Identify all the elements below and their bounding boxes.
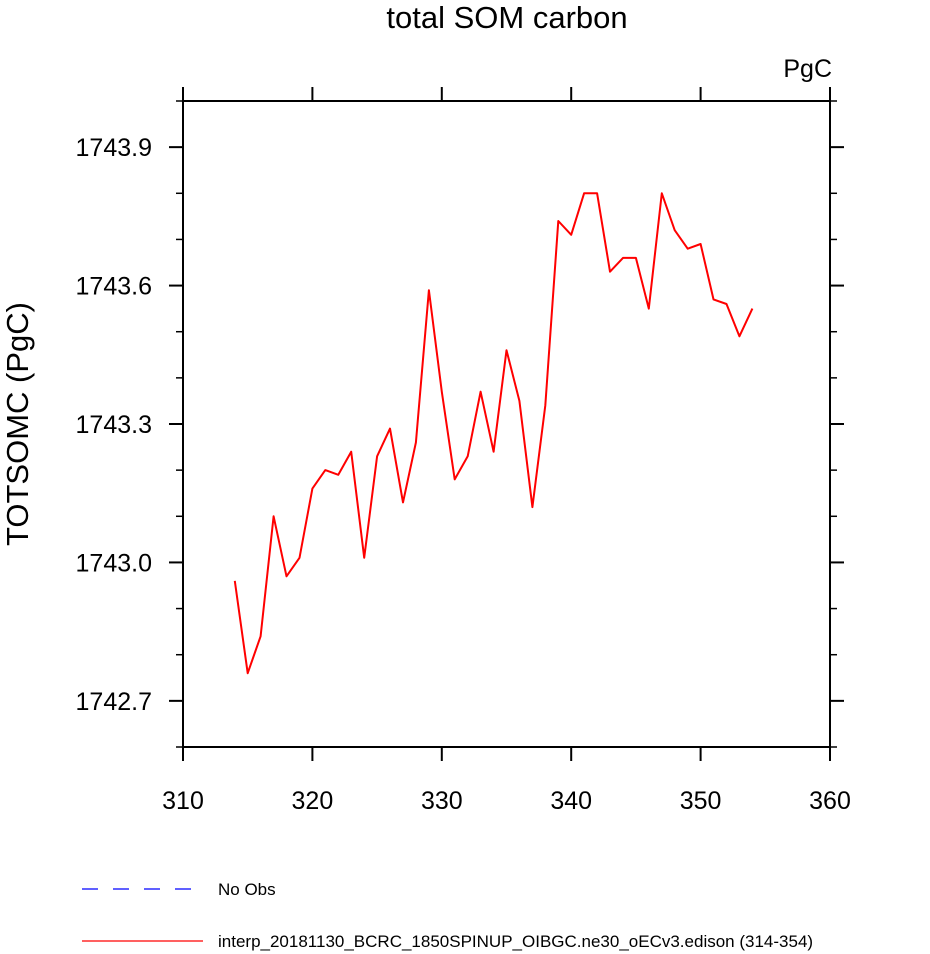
chart-title: total SOM carbon [386, 0, 627, 35]
plot-frame [182, 100, 831, 748]
x-tick-label: 320 [292, 787, 334, 815]
y-tick-label: 1743.0 [76, 549, 152, 577]
units-label: PgC [783, 55, 832, 83]
x-tick-label: 350 [680, 787, 722, 815]
x-tick-labels: 310 320 330 340 350 360 [162, 787, 851, 815]
series-layer [233, 192, 754, 675]
y-tick-labels: 1742.7 1743.0 1743.3 1743.6 1743.9 [76, 134, 152, 716]
x-tick-label: 310 [162, 787, 204, 815]
x-tick-label: 340 [550, 787, 592, 815]
x-tick-label: 360 [809, 787, 851, 815]
series-line [233, 192, 754, 675]
y-tick-label: 1743.9 [76, 134, 152, 162]
x-tick-label: 330 [421, 787, 463, 815]
y-tick-label: 1743.3 [76, 411, 152, 439]
legend: No Obs interp_20181130_BCRC_1850SPINUP_O… [82, 880, 813, 951]
y-axis-label: TOTSOMC (PgC) [0, 302, 35, 546]
legend-label-model: interp_20181130_BCRC_1850SPINUP_OIBGC.ne… [218, 932, 813, 951]
y-tick-label: 1742.7 [76, 688, 152, 716]
legend-label-no-obs: No Obs [218, 880, 276, 899]
axis-ticks [169, 87, 844, 761]
y-tick-label: 1743.6 [76, 273, 152, 301]
